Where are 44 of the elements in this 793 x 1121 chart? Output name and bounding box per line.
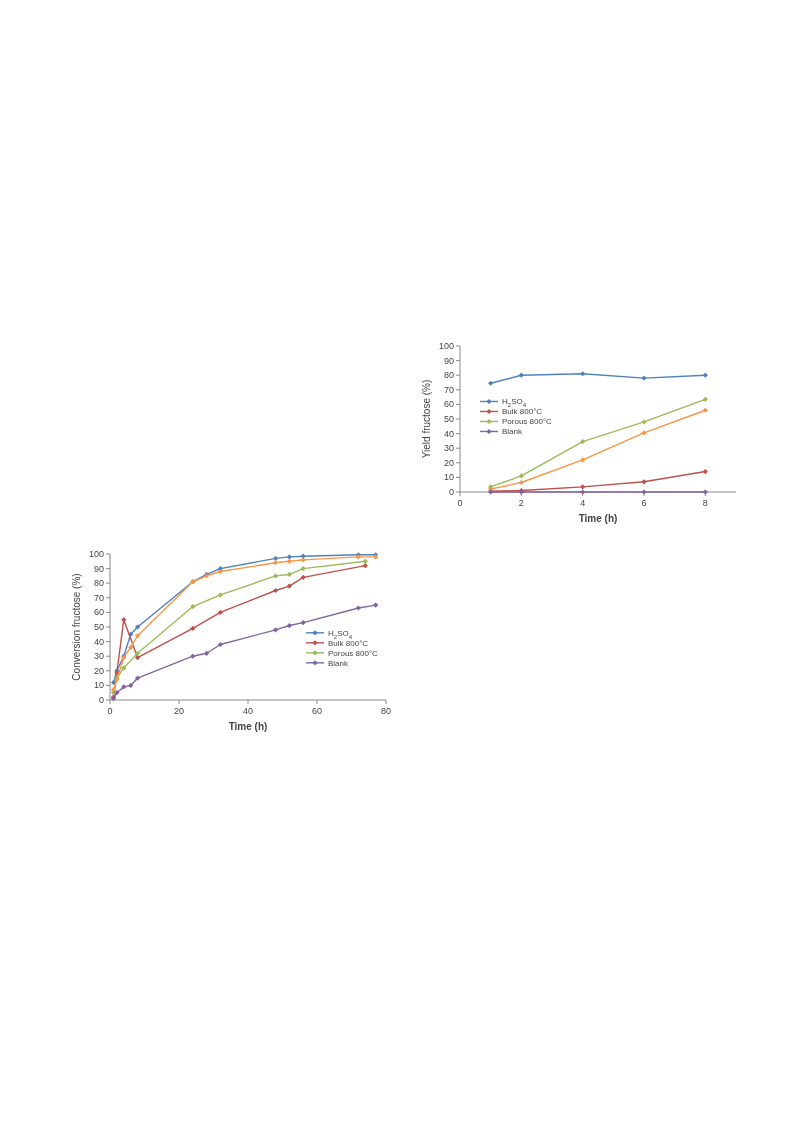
x-axis-title: Time (h) [578, 513, 618, 524]
y-tick-label: 10 [443, 472, 454, 483]
y-tick-label: 20 [443, 457, 454, 468]
y-tick-label: 60 [93, 607, 104, 618]
y-tick-label: 50 [93, 622, 104, 632]
y-tick-label: 0 [98, 695, 104, 705]
x-tick-label: 80 [380, 706, 392, 716]
x-tick-label: 2 [518, 498, 524, 508]
y-tick-label: 50 [443, 414, 454, 424]
legend-label: H$_{2}$SO$_{4}$ [328, 628, 353, 640]
legend-label: Blank [502, 427, 524, 437]
y-tick-label: 70 [443, 384, 454, 395]
x-tick-label: 60 [311, 706, 323, 716]
y-tick-label: 90 [443, 355, 454, 366]
x-tick-label: 8 [702, 498, 708, 508]
y-tick-label: 100 [438, 341, 454, 351]
legend-label: Porous 800°C [328, 648, 379, 658]
x-axis-title: Time (h) [228, 721, 268, 732]
y-tick-label: 40 [443, 428, 454, 439]
legend-label: H$_{2}$SO$_{4}$ [502, 397, 527, 409]
y-tick-label: 40 [93, 636, 104, 647]
x-tick-label: 40 [242, 706, 254, 716]
y-tick-label: 100 [88, 549, 104, 559]
y-axis-title: Conversion fructose (%) [71, 573, 82, 681]
y-tick-label: 60 [443, 399, 454, 410]
x-tick-label: 4 [580, 498, 586, 508]
y-tick-label: 80 [93, 578, 104, 589]
y-tick-label: 20 [93, 665, 104, 676]
x-tick-label: 0 [107, 706, 113, 716]
y-tick-label: 30 [93, 651, 104, 662]
y-tick-label: 90 [93, 563, 104, 574]
legend-label: Porous 800°C [502, 417, 553, 427]
legend-label: Bulk 800°C [328, 638, 369, 648]
legend-label: Bulk 800°C [502, 407, 543, 417]
y-tick-label: 30 [443, 443, 454, 454]
y-tick-label: 0 [448, 487, 454, 497]
x-tick-label: 20 [173, 706, 185, 716]
x-tick-label: 6 [641, 498, 647, 508]
y-tick-label: 10 [93, 680, 104, 691]
legend-label: Blank [328, 658, 350, 668]
y-axis-title: Yield fructose (%) [421, 379, 432, 459]
y-tick-label: 70 [93, 592, 104, 603]
x-tick-label: 0 [457, 498, 463, 508]
y-tick-label: 80 [443, 370, 454, 381]
